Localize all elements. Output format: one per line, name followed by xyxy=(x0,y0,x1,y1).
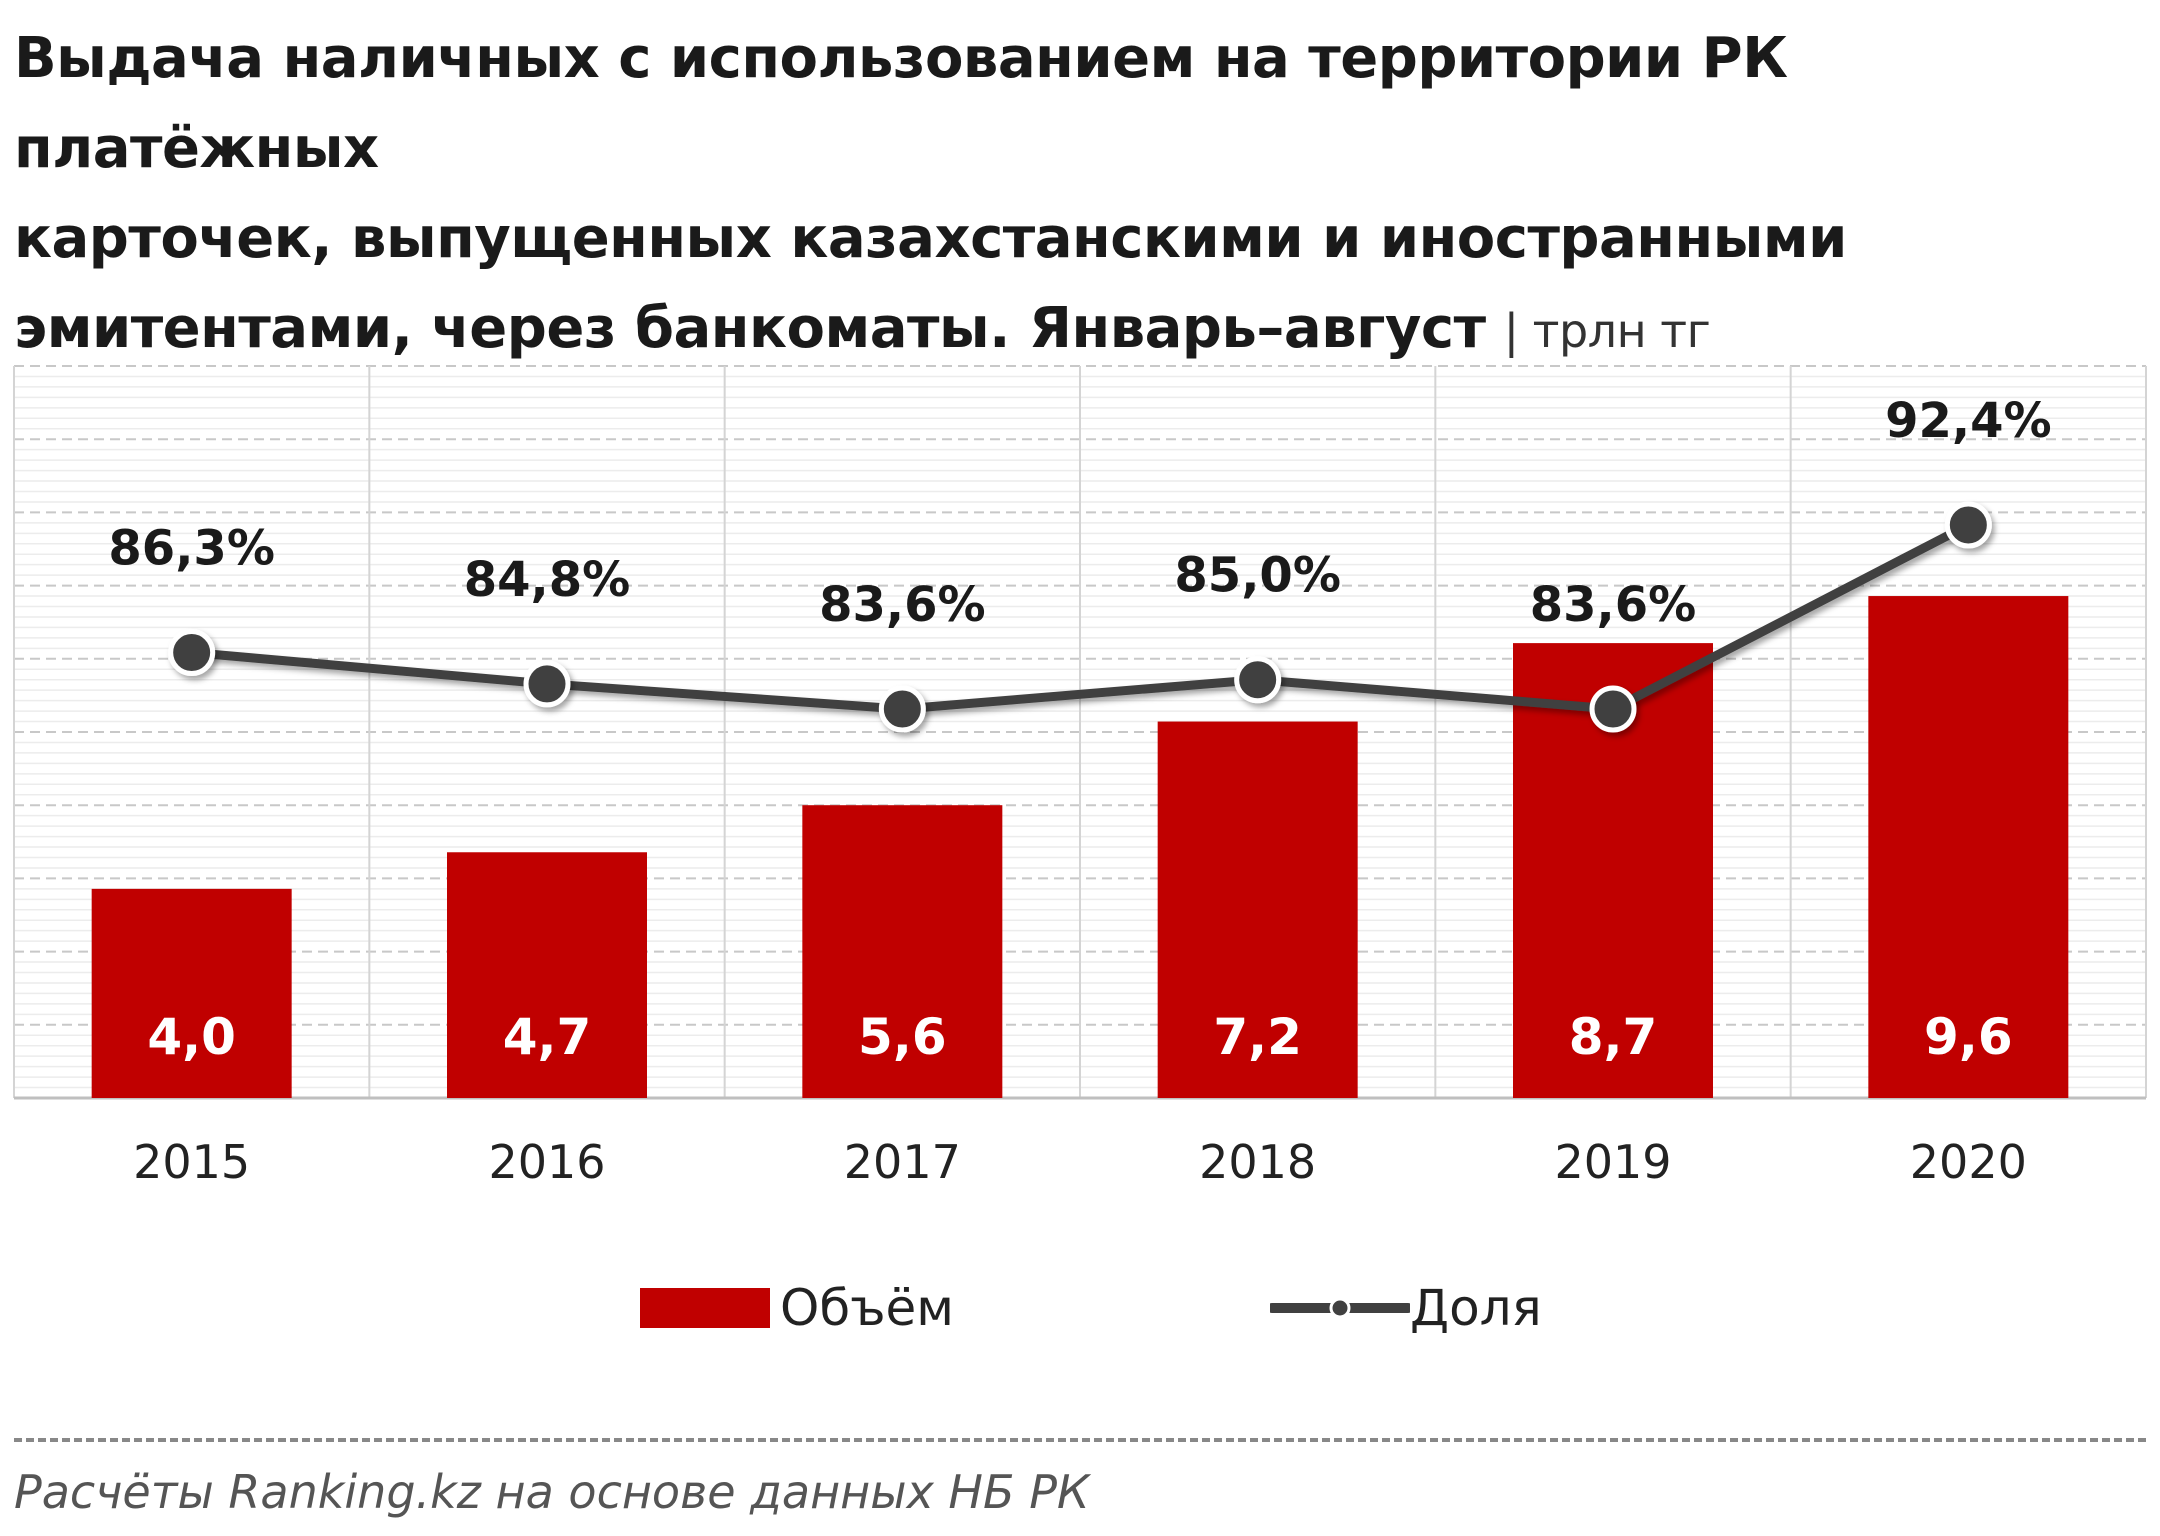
x-tick-2020: 2020 xyxy=(1910,1135,2027,1189)
x-tick-2018: 2018 xyxy=(1199,1135,1316,1189)
legend-label-volume: Объём xyxy=(780,1279,954,1337)
x-axis-tick-labels: 2015 2016 2017 2018 2019 2020 xyxy=(133,1135,2027,1189)
legend-item-share: Доля xyxy=(1270,1268,1542,1348)
bar-label-2018: 7,2 xyxy=(1213,1008,1302,1066)
divider xyxy=(14,1438,2146,1442)
chart-title-line-2: карточек, выпущенных казахстанскими и ин… xyxy=(14,206,1847,271)
share-point-2017 xyxy=(878,685,926,733)
bar-2020 xyxy=(1868,596,2069,1098)
share-line xyxy=(187,520,1973,714)
share-point-2018 xyxy=(1234,656,1282,704)
bar-2017 xyxy=(802,805,1003,1098)
x-tick-2019: 2019 xyxy=(1554,1135,1671,1189)
chart-title-line-3: эмитентами, через банкоматы. Январь–авгу… xyxy=(14,284,2144,376)
bar-value-labels: 4,0 4,7 5,6 7,2 8,7 9,6 xyxy=(147,1008,2012,1066)
chart-unit: | трлн тг xyxy=(1503,304,1711,358)
share-label-2015: 86,3% xyxy=(108,521,275,577)
legend-swatch-bar xyxy=(640,1288,770,1328)
bar-label-2017: 5,6 xyxy=(858,1008,947,1066)
share-label-2016: 84,8% xyxy=(464,552,631,608)
legend-swatch-line xyxy=(1270,1297,1410,1319)
x-tick-2017: 2017 xyxy=(844,1135,961,1189)
share-label-2018: 85,0% xyxy=(1174,548,1341,604)
bar-2018 xyxy=(1157,721,1358,1098)
share-point-2016 xyxy=(523,660,571,708)
chart-title-line-1: Выдача наличных с использованием на терр… xyxy=(14,26,1788,181)
share-label-2019: 83,6% xyxy=(1530,577,1697,633)
bar-2015 xyxy=(91,888,292,1098)
share-point-2020 xyxy=(1944,501,1992,549)
line-series xyxy=(168,501,1992,733)
gridlines xyxy=(13,365,2147,1100)
share-label-2017: 83,6% xyxy=(819,577,986,633)
bar-label-2016: 4,7 xyxy=(503,1008,592,1066)
chart-title-line-3-text: эмитентами, через банкоматы. Январь–авгу… xyxy=(14,296,1486,361)
bar-label-2020: 9,6 xyxy=(1924,1008,2013,1066)
legend: Объём Доля xyxy=(0,1268,2160,1348)
legend-item-volume: Объём xyxy=(640,1268,954,1348)
legend-label-share: Доля xyxy=(1410,1279,1542,1337)
bar-label-2019: 8,7 xyxy=(1569,1008,1658,1066)
chart-title: Выдача наличных с использованием на терр… xyxy=(14,14,2144,376)
source-note: Расчёты Ranking.kz на основе данных НБ Р… xyxy=(14,1465,1090,1519)
line-value-labels: 86,3% 84,8% 83,6% 85,0% 83,6% 92,4% xyxy=(108,393,2051,633)
combo-chart: 4,0 4,7 5,6 7,2 8,7 9,6 86,3%84,8% 83,6%85,0%8… xyxy=(13,365,2147,1189)
x-tick-2016: 2016 xyxy=(488,1135,605,1189)
bar-label-2015: 4,0 xyxy=(147,1008,236,1066)
bar-2016 xyxy=(447,852,647,1098)
share-point-2019 xyxy=(1589,685,1637,733)
x-tick-2015: 2015 xyxy=(133,1135,250,1189)
share-label-2020: 92,4% xyxy=(1885,393,2052,449)
share-point-2015 xyxy=(168,629,216,677)
